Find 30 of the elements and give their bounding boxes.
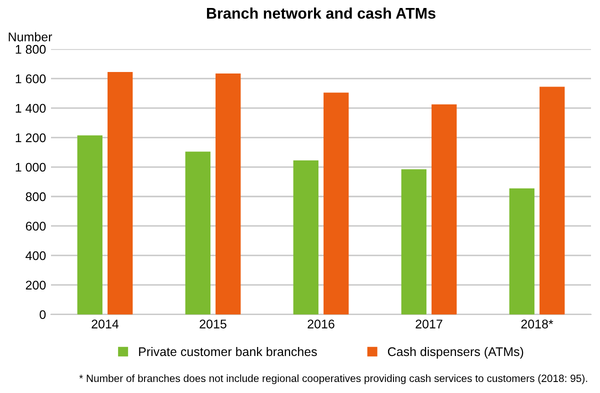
- bar: [293, 160, 318, 314]
- bar: [401, 169, 426, 314]
- bar: [509, 188, 534, 314]
- x-tick-label: 2016: [308, 320, 334, 328]
- bar: [216, 73, 241, 314]
- y-tick-label: 800: [26, 192, 46, 202]
- y-tick-label: 1 400: [16, 104, 46, 113]
- y-tick-label: 1 600: [16, 74, 46, 84]
- y-tick-label: 600: [26, 222, 46, 231]
- bar: [324, 92, 349, 314]
- y-tick-label: 400: [26, 251, 46, 260]
- y-tick-label: 0: [40, 310, 46, 320]
- bar: [540, 86, 565, 314]
- y-tick-label: 1 200: [16, 133, 46, 142]
- y-axis-title: Number: [8, 32, 52, 42]
- x-tick-label: 2018*: [521, 320, 554, 328]
- x-tick-label: 2014: [92, 320, 119, 328]
- y-tick-label: 1 800: [16, 44, 46, 54]
- chart-title: Branch network and cash ATMs: [207, 8, 436, 19]
- legend-label: Cash dispensers (ATMs): [388, 346, 524, 359]
- y-tick-label: 1 000: [16, 162, 46, 172]
- bar: [185, 152, 210, 314]
- legend-label: Private customer bank branches: [139, 346, 317, 356]
- text: * Number of branches does not include regional cooperatives providing cash services to customers (2018: 95).: [79, 374, 588, 384]
- x-tick-label: 2017: [416, 320, 442, 328]
- bar: [108, 72, 133, 314]
- bar: [432, 104, 457, 314]
- x-tick-label: 2015: [200, 320, 226, 328]
- y-tick-label: 200: [26, 280, 46, 290]
- bar: [77, 135, 102, 314]
